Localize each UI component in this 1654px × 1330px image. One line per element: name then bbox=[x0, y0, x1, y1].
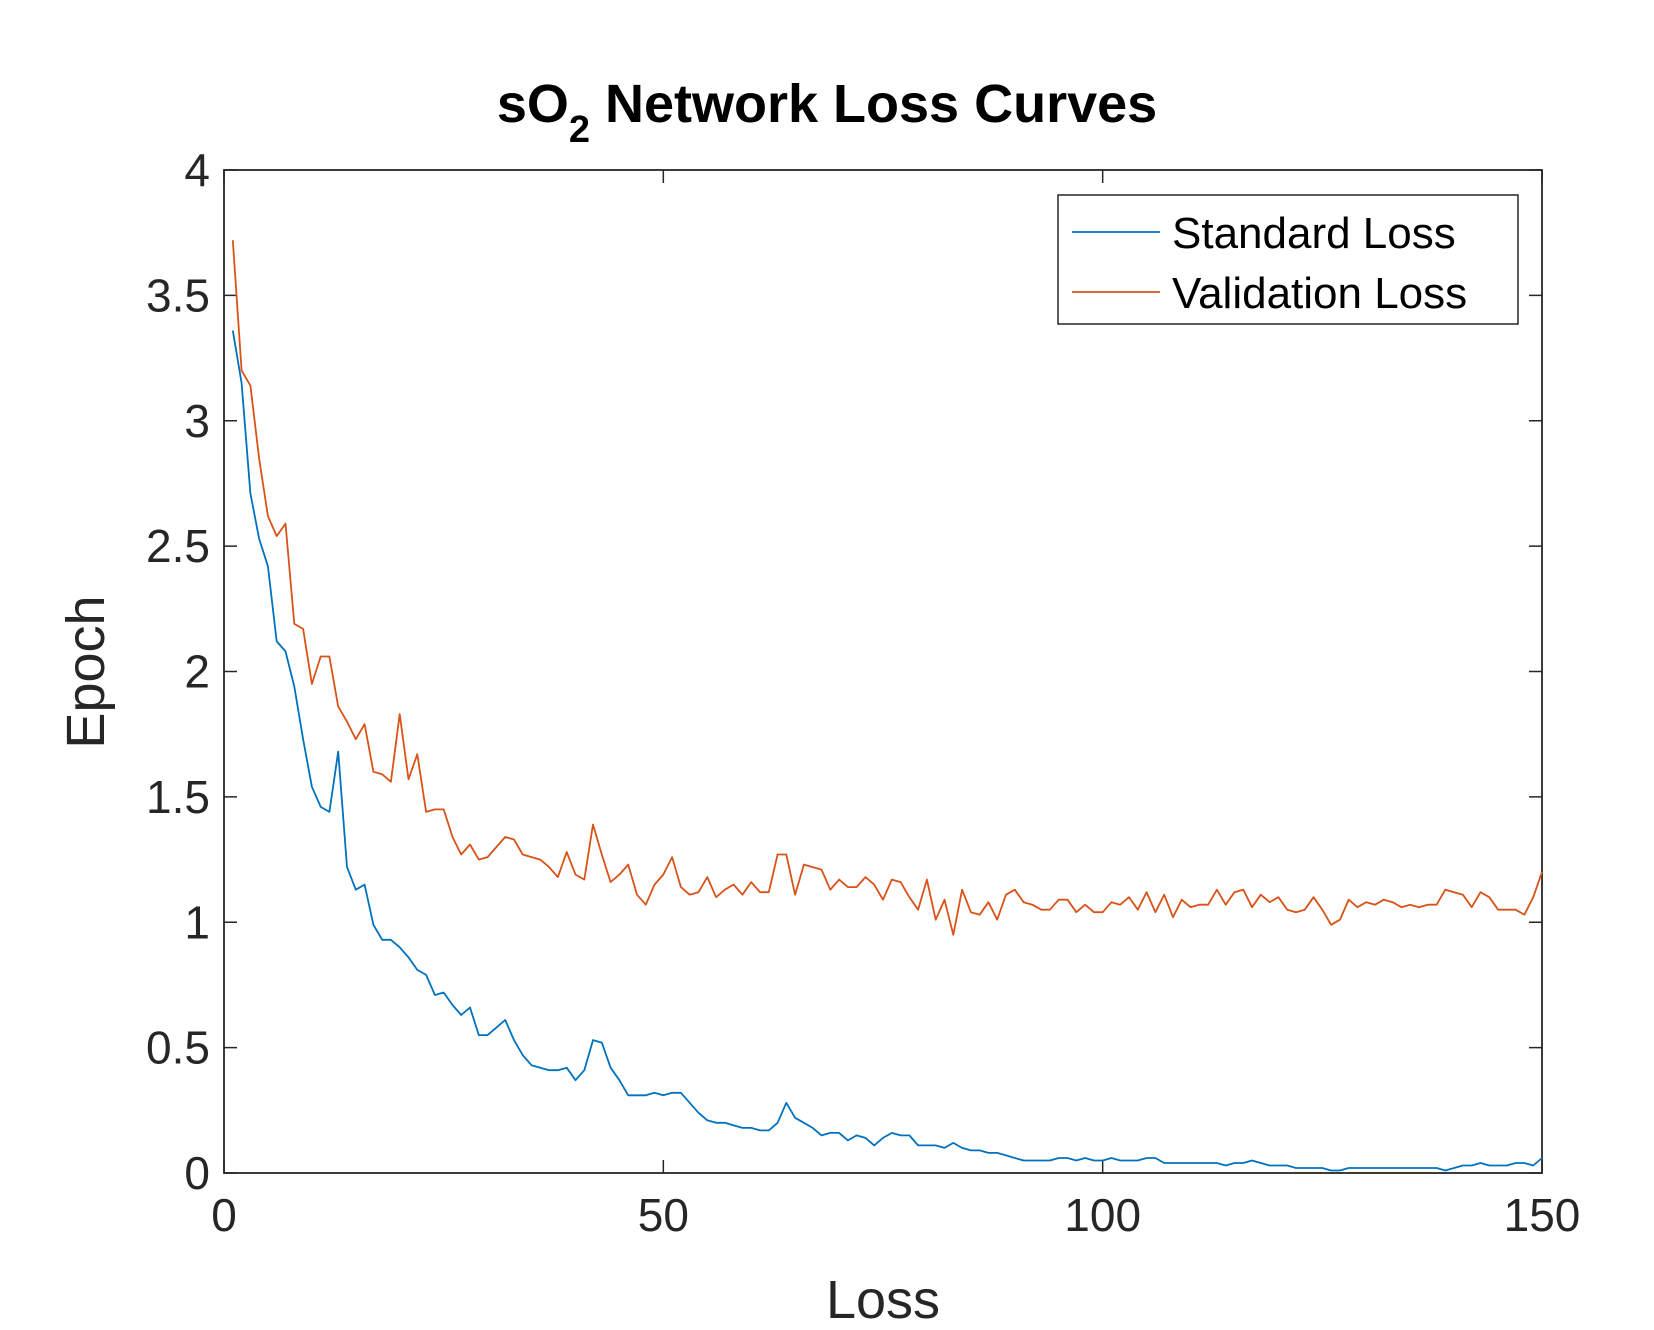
series-line-standard-loss bbox=[231, 330, 1543, 1172]
y-tick-label: 2.5 bbox=[146, 520, 210, 572]
chart-title-subscript: 2 bbox=[569, 109, 590, 151]
y-axis-label: Epoch bbox=[56, 595, 116, 748]
series-lines bbox=[231, 240, 1543, 1172]
y-tick-label: 3.5 bbox=[146, 269, 210, 321]
y-tick-label: 4 bbox=[184, 144, 210, 196]
y-tick-label: 1 bbox=[184, 896, 210, 948]
chart-title: sO2 Network Loss Curves bbox=[497, 74, 1157, 151]
x-axis-label: Loss bbox=[826, 1270, 940, 1330]
tick-labels: 0 50 100 150 0 0.5 1 1.5 2 2.5 3 3.5 4 bbox=[146, 144, 1580, 1241]
y-tick-label: 0 bbox=[184, 1147, 210, 1199]
x-tick-label: 100 bbox=[1064, 1189, 1141, 1241]
y-tick-label: 0.5 bbox=[146, 1022, 210, 1074]
y-tick-label: 3 bbox=[184, 395, 210, 447]
legend-label-standard-loss: Standard Loss bbox=[1172, 209, 1456, 258]
x-tick-label: 0 bbox=[211, 1189, 237, 1241]
legend-label-validation-loss: Validation Loss bbox=[1172, 269, 1467, 318]
y-tick-label: 1.5 bbox=[146, 771, 210, 823]
plot-area bbox=[223, 169, 1543, 1174]
chart-title-main: sO bbox=[497, 74, 569, 134]
axis-ticks bbox=[223, 169, 1543, 1174]
x-tick-label: 50 bbox=[638, 1189, 689, 1241]
x-tick-label: 150 bbox=[1504, 1189, 1581, 1241]
legend-box bbox=[1057, 194, 1519, 325]
chart-title-rest: Network Loss Curves bbox=[590, 74, 1157, 134]
legend: Standard Loss Validation Loss bbox=[1057, 194, 1519, 325]
y-tick-label: 2 bbox=[184, 646, 210, 698]
series-line-validation-loss bbox=[231, 240, 1543, 936]
